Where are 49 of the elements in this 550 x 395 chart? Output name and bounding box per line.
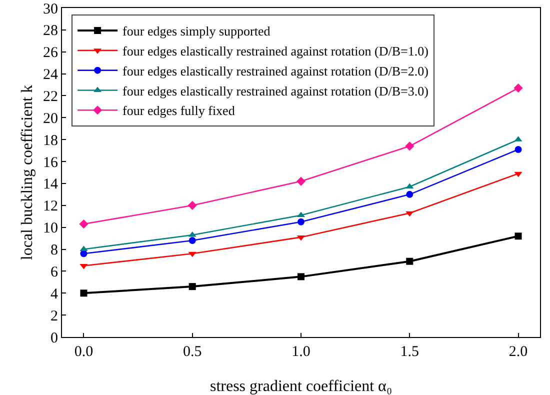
x-tick-label: 1.5	[400, 344, 420, 360]
point	[188, 252, 196, 258]
y-tick-label: 0	[50, 330, 58, 346]
y-tick-label: 8	[50, 242, 58, 259]
legend-label: four edges simply supported	[122, 24, 271, 39]
point	[514, 84, 523, 93]
point	[406, 190, 414, 198]
point	[80, 250, 88, 258]
point	[406, 183, 414, 189]
y-tick-label: 14	[43, 176, 58, 193]
point	[188, 236, 196, 244]
x-tick-label: 0.0	[74, 344, 94, 360]
legend-label: four edges fully fixed	[122, 103, 236, 118]
y-axis-title: local buckling coefficient k	[18, 84, 36, 260]
point	[188, 283, 196, 290]
point	[80, 264, 88, 270]
point	[80, 246, 88, 252]
y-tick-label: 22	[43, 88, 58, 105]
point	[298, 218, 304, 226]
y-tick-label: 30	[43, 1, 58, 18]
point	[80, 290, 88, 297]
y-tick-label: 16	[43, 154, 58, 171]
y-tick-label: 2	[50, 308, 58, 324]
point	[296, 176, 306, 186]
point	[79, 219, 88, 229]
point	[514, 172, 522, 178]
y-tick-label: 12	[43, 198, 58, 215]
point	[406, 211, 414, 217]
x-tick-label: 0.5	[182, 344, 202, 360]
y-tick-label: 10	[43, 220, 58, 237]
point	[514, 146, 522, 153]
point	[188, 200, 197, 210]
point	[514, 232, 522, 240]
legend-label: four edges elastically restrained against rotation (D/B=2.0)	[122, 63, 428, 78]
x-tick-label: 2.0	[508, 344, 528, 360]
y-tick-label: 24	[43, 67, 58, 84]
x-axis-title: stress gradient coefficient α₀	[210, 378, 392, 395]
legend-label: four edges elastically restrained against rotation (D/B=1.0)	[122, 44, 428, 58]
x-tick-label: 1.0	[292, 344, 310, 360]
y-tick-label: 26	[43, 45, 58, 62]
y-tick-label: 28	[43, 23, 58, 40]
y-tick-label: 4	[50, 286, 58, 302]
y-tick-label: 20	[43, 110, 58, 127]
point	[405, 142, 414, 151]
y-tick-label: 18	[43, 132, 58, 149]
legend-label: four edges elastically restrained against rotation (D/B=3.0)	[122, 83, 428, 98]
point	[406, 258, 414, 265]
y-tick-label: 6	[50, 264, 58, 280]
point	[298, 273, 304, 280]
